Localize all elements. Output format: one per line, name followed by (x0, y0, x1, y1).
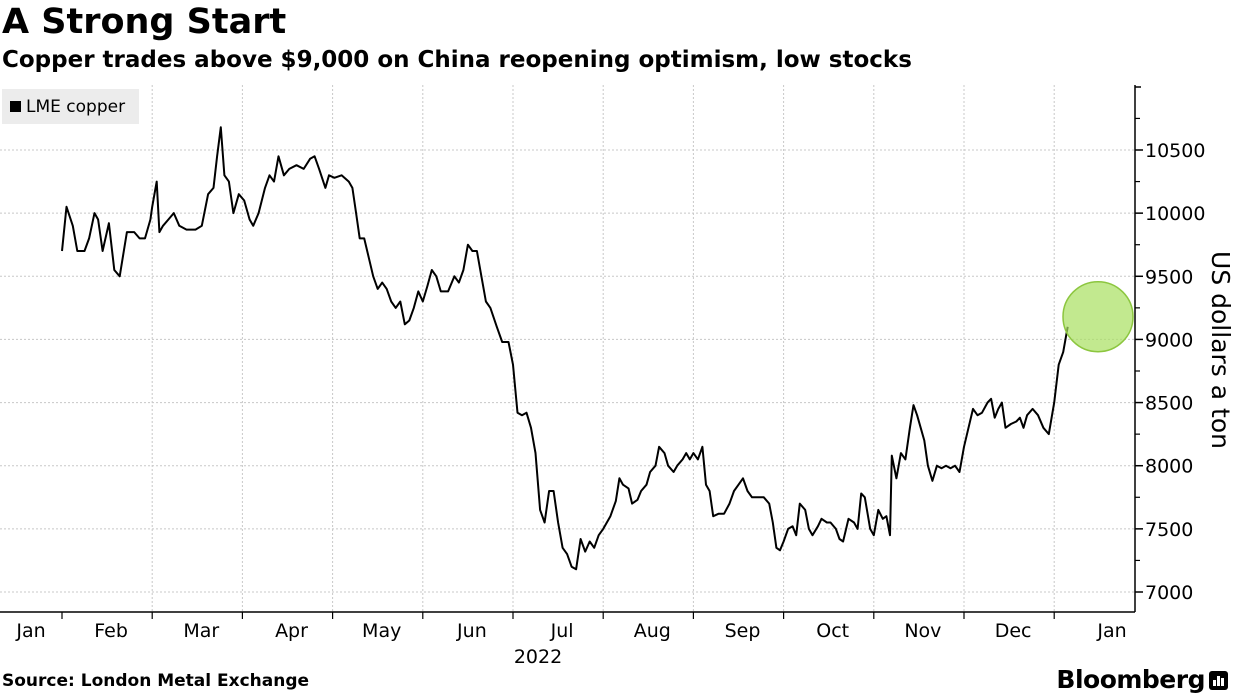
y-tick-label: 10000 (1145, 203, 1205, 225)
x-tick-label: Aug (634, 620, 671, 642)
x-tick-label: May (362, 620, 401, 642)
y-axis: 7000 7500 8000 8500 9000 9500 10000 10500 (1134, 85, 1205, 612)
y-tick-label: 7000 (1145, 582, 1193, 604)
x-tick-label: Feb (94, 620, 128, 642)
highlight-circle (1062, 280, 1134, 353)
x-axis-year-label: 2022 (514, 646, 562, 668)
x-tick-label: Dec (995, 620, 1032, 642)
chart-subtitle: Copper trades above $9,000 on China reop… (2, 47, 912, 73)
x-tick-label: Mar (183, 620, 219, 642)
x-axis: Jan Feb Mar Apr May Jun Jul Aug Sep Oct Nov Dec Jan (0, 611, 1135, 642)
legend-label: LME copper (26, 96, 126, 117)
x-tick-label: Jan (15, 620, 45, 642)
y-tick-label: 9000 (1145, 329, 1193, 351)
y-tick-label: 10500 (1145, 140, 1205, 162)
x-tick-label: Nov (904, 620, 941, 642)
y-tick-label: 7500 (1145, 519, 1193, 541)
x-tick-label: Jul (550, 620, 574, 642)
y-tick-label: 8500 (1145, 393, 1193, 415)
bloomberg-chart-icon (1209, 671, 1228, 690)
legend: LME copper (2, 89, 140, 124)
y-tick-label: 9500 (1145, 266, 1193, 288)
x-tick-label: Jan (1096, 620, 1126, 642)
x-tick-label: Sep (725, 620, 761, 642)
x-tick-label: Oct (816, 620, 849, 642)
legend-swatch (10, 101, 21, 112)
series-line-lme-copper (61, 126, 1069, 571)
y-tick-label: 8000 (1145, 456, 1193, 478)
chart-title: A Strong Start (2, 2, 287, 42)
bloomberg-logo: Bloomberg (1056, 665, 1205, 694)
y-axis-label: US dollars a ton (1206, 251, 1235, 449)
x-tick-label: Apr (275, 620, 308, 642)
source-note: Source: London Metal Exchange (2, 671, 310, 691)
x-tick-label: Jun (456, 620, 487, 642)
gridlines (0, 85, 1135, 612)
